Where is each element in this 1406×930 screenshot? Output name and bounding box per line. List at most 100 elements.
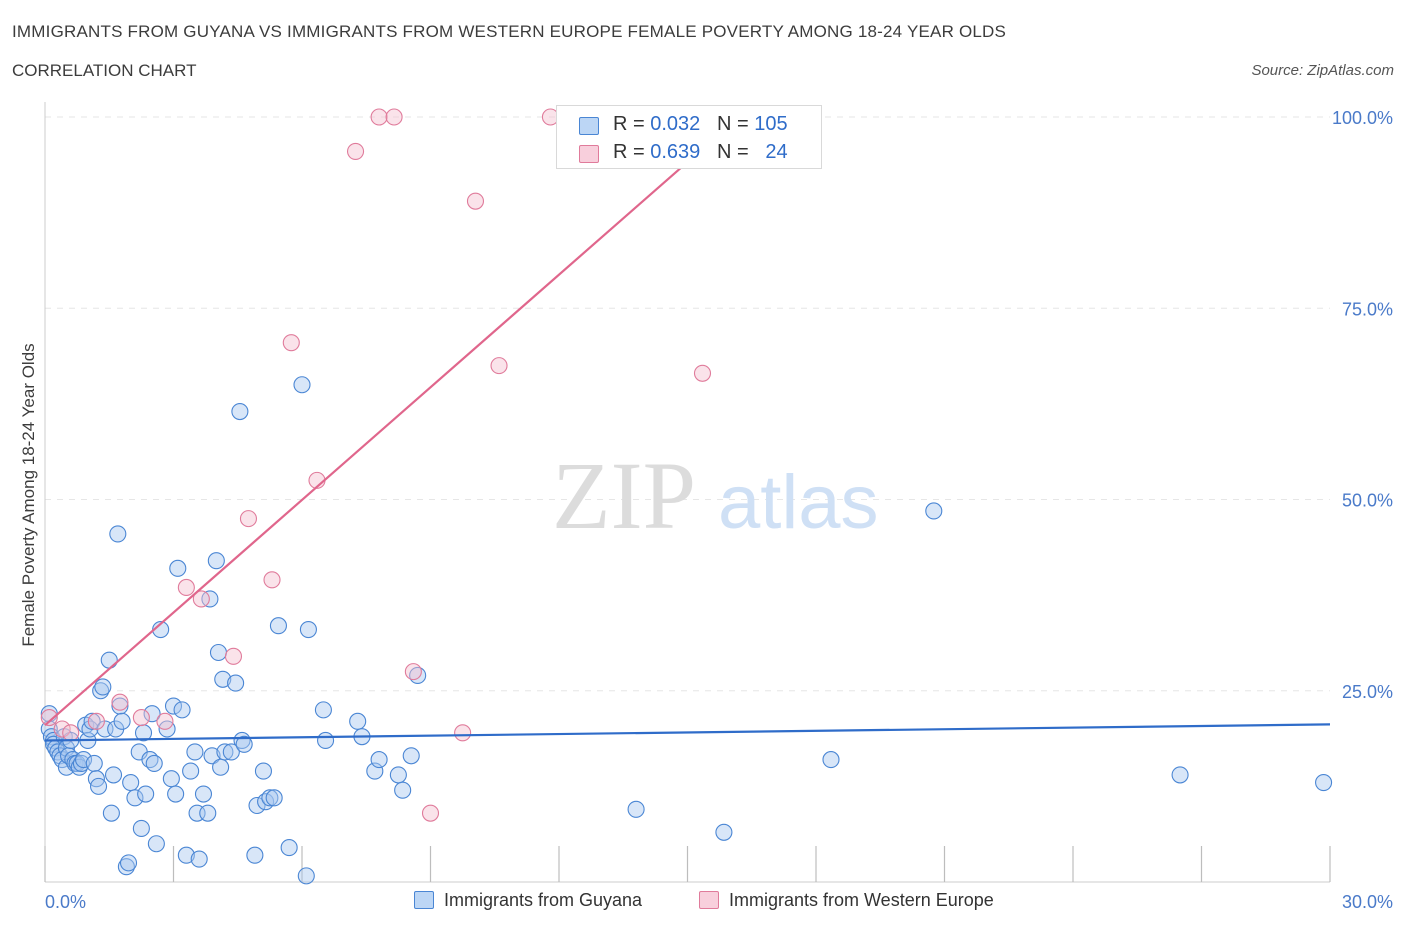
western-europe-point [111,693,129,711]
guyana-point [280,839,298,857]
western-europe-point [370,108,388,126]
guyana-point [216,743,234,761]
guyana-point [203,747,221,765]
western-europe-point [263,571,281,589]
x-tick-label: 30.0% [1342,892,1393,912]
guyana-point [715,823,733,841]
western-europe-point [62,724,80,742]
legend-r-label: R = [613,113,645,135]
correlation-legend: R = 0.032 N = 105 R = 0.639 N = 24 [556,105,822,169]
guyana-point [822,751,840,769]
y-tick-label: 50.0% [1342,491,1393,511]
guyana-point [173,701,191,719]
guyana-point [104,766,123,784]
guyana-point [370,751,388,769]
guyana-point [132,819,150,838]
watermark-atlas: atlas [718,460,879,545]
bottom-legend-swatch-guyana [414,891,434,909]
western-europe-point [239,510,258,528]
western-europe-point [421,804,440,822]
trend-line-guyana [44,723,1331,742]
western-europe-point [192,590,210,608]
guyana-point [231,402,249,421]
watermark-zip: ZIP [552,442,696,549]
guyana-point [194,785,213,803]
guyana-point [269,617,287,635]
guyana-point [162,770,180,788]
guyana-point [143,705,161,723]
guyana-point [349,712,367,730]
legend-n-label: N = [716,113,749,135]
legend-swatch-guyana [579,117,599,135]
western-europe-point [454,724,472,742]
guyana-point [1171,766,1189,784]
chart-title: IMMIGRANTS FROM GUYANA VS IMMIGRANTS FRO… [12,22,1007,41]
legend-n-label: N = [716,141,749,163]
western-europe-point [693,364,712,382]
guyana-point [186,743,204,761]
western-europe-point [87,712,105,730]
guyana-point [248,796,266,815]
guyana-point [100,651,118,669]
legend-n-value-western-europe: 24 [765,141,788,163]
guyana-point [261,789,279,807]
guyana-point [137,785,155,803]
guyana-point [317,731,335,750]
western-europe-point [282,334,300,352]
guyana-point [627,800,645,818]
guyana-point [126,789,144,807]
guyana-point [394,781,412,799]
guyana-point [199,804,217,822]
bottom-legend-label-guyana: Immigrants from Guyana [444,890,643,910]
guyana-point [389,766,407,784]
western-europe-point [346,142,365,160]
guyana-point [246,846,264,864]
western-europe-point [490,357,508,375]
western-europe-point [224,647,243,665]
x-tick-label: 0.0% [45,892,86,912]
guyana-point [925,502,943,520]
western-europe-point [404,663,422,681]
grid-lines [45,116,1330,692]
guyana-point [265,789,283,807]
bottom-legend-guyana: Immigrants from Guyana [414,890,642,911]
guyana-point [147,835,165,853]
guyana-point [402,747,420,765]
guyana-point [297,867,315,885]
bottom-legend-western-europe: Immigrants from Western Europe [699,890,994,911]
y-tick-label: 100.0% [1332,108,1393,128]
guyana-point [207,552,225,570]
guyana-point [1315,773,1333,792]
bottom-legend-swatch-western-europe [699,891,719,909]
axes [44,102,1331,883]
chart-subtitle: CORRELATION CHART [12,61,197,80]
guyana-point [75,751,93,769]
guyana-point [201,590,219,608]
guyana-point [182,762,200,780]
guyana-point [119,854,138,872]
guyana-point [83,712,101,730]
western-europe-point [466,192,485,210]
guyana-point [169,559,187,577]
guyana-point [85,754,103,772]
guyana-point [109,525,127,543]
western-europe-point [132,708,150,727]
guyana-point [214,670,232,688]
legend-r-label: R = [613,141,645,163]
guyana-point [145,754,163,772]
guyana-point [102,804,120,822]
source-credit: Source: ZipAtlas.com [1251,62,1394,79]
guyana-point [89,777,108,795]
trend-line-western-europe [44,116,740,727]
tick-labels: 25.0% 50.0% 75.0% 100.0% 0.0% 30.0% [45,108,1393,912]
guyana-point [222,743,240,761]
y-tick-label: 75.0% [1342,299,1393,319]
guyana-point [94,678,112,696]
y-tick-label: 25.0% [1342,682,1393,702]
series-guyana-points [40,376,1333,885]
guyana-point [293,376,311,394]
bottom-legend-label-western-europe: Immigrants from Western Europe [729,890,994,910]
guyana-point [122,773,140,792]
legend-r-value-guyana: 0.032 [650,113,701,135]
